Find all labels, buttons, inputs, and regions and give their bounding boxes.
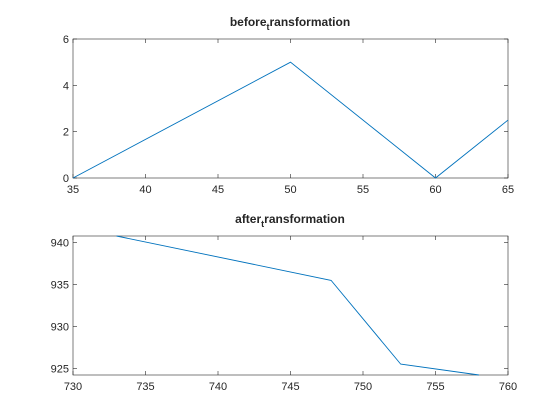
y-tick-label: 6 (63, 34, 69, 46)
x-tick-label: 750 (354, 381, 372, 393)
subplot-before: beforetransformation 35 40 45 50 55 60 65 0 2 4 6 (63, 15, 514, 196)
subplot-after: aftertransformation 730 735 740 745 750 755 76… (51, 212, 518, 393)
x-tick-label: 730 (64, 381, 82, 393)
x-tick-label: 55 (357, 184, 369, 196)
data-line-after (116, 235, 480, 376)
x-tick-label: 60 (429, 184, 441, 196)
data-line-before (72, 61, 509, 179)
y-tick-label: 0 (63, 173, 69, 185)
x-tick-label: 755 (426, 381, 444, 393)
x-tick-label: 40 (139, 184, 151, 196)
axis-ticks-after: 730 735 740 745 750 755 760 925 930 935 940 (51, 236, 517, 393)
subplot-title-after: aftertransformation (235, 212, 345, 229)
subplot-title-before: beforetransformation (230, 15, 350, 32)
x-tick-label: 760 (499, 381, 517, 393)
y-tick-label: 2 (63, 127, 69, 139)
y-tick-label: 930 (51, 321, 69, 333)
x-tick-label: 45 (212, 184, 224, 196)
x-tick-label: 50 (284, 184, 296, 196)
y-tick-label: 4 (63, 80, 69, 92)
y-tick-label: 940 (51, 238, 69, 250)
x-tick-label: 740 (209, 381, 227, 393)
y-tick-label: 935 (51, 280, 69, 292)
x-tick-label: 65 (502, 184, 514, 196)
axes-frame-after (72, 235, 509, 376)
x-tick-label: 735 (136, 381, 154, 393)
axis-ticks-before: 35 40 45 50 55 60 65 0 2 4 6 (63, 34, 514, 196)
x-tick-label: 35 (67, 184, 79, 196)
x-tick-label: 745 (281, 381, 299, 393)
y-tick-label: 925 (51, 363, 69, 375)
axes-frame-before (72, 38, 509, 179)
